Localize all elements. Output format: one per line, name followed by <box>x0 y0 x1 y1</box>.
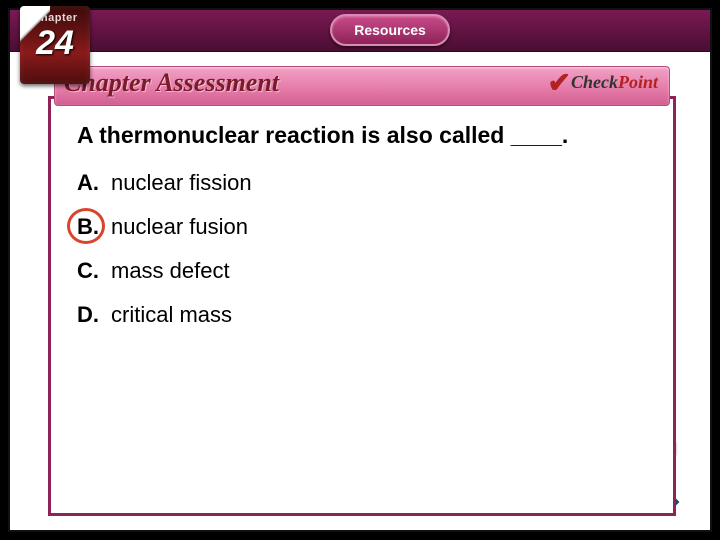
answer-row[interactable]: C.mass defect <box>77 258 647 284</box>
section-title: Chapter Assessment <box>64 68 279 98</box>
answer-letter: D. <box>77 302 111 328</box>
chapter-badge: Chapter 24 <box>20 6 90 84</box>
slide: Chapter 24 Resources Chapter Assessment … <box>8 8 712 532</box>
answer-row[interactable]: A.nuclear fission <box>77 170 647 196</box>
answer-row[interactable]: B.nuclear fusion <box>77 214 647 240</box>
checkmark-icon: ✔ <box>548 73 571 93</box>
content-panel: A thermonuclear reaction is also called … <box>48 96 676 516</box>
answer-row[interactable]: D.critical mass <box>77 302 647 328</box>
checkpoint-check: Check <box>571 72 618 92</box>
checkpoint-text: CheckPoint <box>571 72 658 93</box>
resources-button[interactable]: Resources <box>330 14 450 46</box>
answer-letter: C. <box>77 258 111 284</box>
answer-text: mass defect <box>111 258 230 284</box>
answer-letter: A. <box>77 170 111 196</box>
answer-text: critical mass <box>111 302 232 328</box>
checkpoint-logo: ✔ CheckPoint <box>548 72 658 93</box>
checkpoint-point: Point <box>618 72 658 92</box>
answers-list: A.nuclear fissionB.nuclear fusionC.mass … <box>77 170 647 328</box>
question-text: A thermonuclear reaction is also called … <box>77 121 647 150</box>
answer-letter: B. <box>77 214 111 240</box>
page-curl-icon <box>20 6 50 42</box>
answer-text: nuclear fusion <box>111 214 248 240</box>
answer-text: nuclear fission <box>111 170 252 196</box>
